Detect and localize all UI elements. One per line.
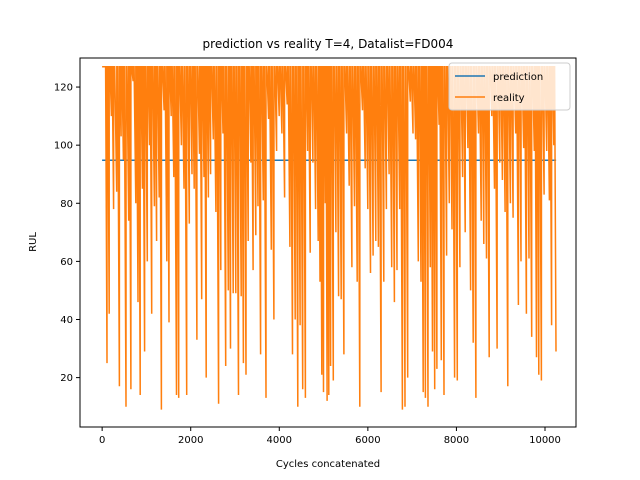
legend-label-reality: reality [493, 93, 525, 104]
chart-title: prediction vs reality T=4, Datalist=FD00… [203, 37, 454, 51]
series-line-reality [102, 65, 557, 410]
x-tick-label: 0 [99, 435, 105, 446]
x-tick-label: 8000 [444, 435, 469, 446]
x-tick-label: 6000 [355, 435, 380, 446]
y-tick-label: 80 [60, 199, 73, 210]
y-tick-label: 100 [54, 141, 73, 152]
legend-label-prediction: prediction [493, 72, 543, 83]
y-axis-label: RUL [28, 232, 39, 252]
x-tick-label: 2000 [178, 435, 203, 446]
x-tick-label: 4000 [267, 435, 292, 446]
axes-frame [79, 57, 577, 428]
x-axis: 0 2000 4000 6000 8000 10000 [99, 427, 561, 446]
plot-area [79, 57, 577, 428]
series-layer [102, 65, 557, 410]
x-axis-label: Cycles concatenated [276, 459, 380, 470]
y-tick-label: 120 [54, 83, 73, 94]
legend-box [448, 62, 571, 111]
legend: prediction reality [448, 62, 571, 111]
y-tick-label: 40 [60, 315, 73, 326]
y-tick-label: 60 [60, 257, 73, 268]
x-tick-label: 10000 [529, 435, 561, 446]
y-tick-label: 20 [60, 373, 73, 384]
y-axis: 20 40 60 80 100 120 [54, 83, 80, 384]
